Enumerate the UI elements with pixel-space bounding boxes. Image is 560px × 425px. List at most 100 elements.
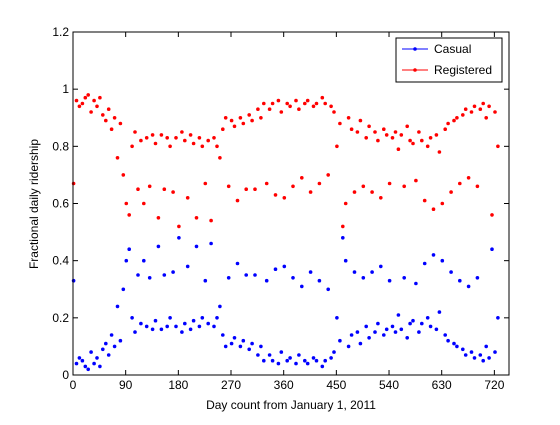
data-point-registered [89,110,93,114]
data-point-registered [95,104,99,109]
data-point-casual [267,353,272,357]
x-tick-label: 720 [484,378,504,392]
data-point-registered [279,110,284,114]
data-point-casual [323,358,328,363]
data-point-casual [300,284,304,289]
data-point-registered [112,116,117,120]
data-point-casual [455,344,459,349]
data-point-casual [89,350,93,354]
data-point-casual [147,276,152,280]
data-point-registered [264,181,269,186]
data-point-registered [259,116,263,120]
data-point-casual [279,350,284,354]
data-point-registered [223,116,228,120]
data-point-casual [449,270,453,274]
legend-label-registered: Registered [434,63,492,77]
data-point-registered [226,184,231,189]
data-point-casual [361,276,366,280]
data-point-registered [311,104,316,109]
data-point-casual [77,356,82,360]
data-point-casual [291,276,295,280]
x-tick-label: 540 [379,378,399,392]
data-point-registered [71,181,76,186]
data-point-registered [308,190,313,194]
data-point-casual [80,358,85,363]
data-point-casual [461,347,465,352]
data-point-casual [194,244,199,249]
data-point-registered [127,213,131,217]
data-point-casual [226,276,231,280]
data-point-registered [185,196,190,200]
data-point-casual [496,316,500,320]
data-point-casual [212,324,216,329]
data-point-casual [83,364,88,369]
data-point-registered [194,216,199,220]
data-point-registered [478,107,483,111]
data-point-registered [373,130,377,134]
data-point-registered [452,118,456,123]
data-point-casual [174,324,178,329]
data-point-casual [218,304,222,309]
data-point-casual [171,270,175,274]
data-point-registered [74,98,79,103]
data-point-registered [238,116,243,120]
data-point-registered [139,138,143,143]
data-point-casual [221,333,225,337]
data-point-casual [273,267,278,272]
data-point-registered [153,141,158,146]
data-point-casual [241,338,246,343]
data-point-registered [80,101,85,106]
data-point-casual [244,273,248,277]
data-point-casual [478,353,483,357]
data-point-registered [449,190,453,194]
data-point-casual [153,318,158,323]
data-point-casual [317,278,322,283]
data-point-registered [221,127,225,131]
data-point-casual [104,341,108,346]
data-point-registered [425,144,430,149]
data-point-registered [303,101,307,106]
y-tick-label: 0.2 [52,311,69,325]
data-point-registered [346,116,351,120]
data-point-casual [297,353,301,357]
data-point-casual [408,321,412,326]
data-point-casual [355,330,360,334]
data-point-casual [382,333,386,337]
data-point-registered [180,130,184,134]
y-tick-label: 0.4 [52,254,69,268]
data-point-registered [104,118,108,123]
data-point-registered [305,98,310,103]
y-tick-label: 0 [62,368,69,382]
data-point-casual [124,258,129,263]
data-point-casual [165,324,169,329]
data-point-casual [191,318,196,323]
data-point-casual [373,330,377,334]
data-point-registered [183,138,187,143]
data-point-casual [452,341,456,346]
data-point-registered [191,141,196,146]
data-point-registered [343,201,348,206]
data-point-registered [434,133,439,137]
data-point-casual [106,353,111,357]
data-point-casual [139,321,143,326]
data-point-registered [235,198,240,203]
data-point-casual [121,287,126,292]
x-tick-label: 450 [326,378,346,392]
data-point-registered [200,144,205,149]
data-point-registered [466,176,471,180]
data-point-registered [98,95,102,100]
data-point-casual [200,316,205,320]
data-point-registered [297,107,301,111]
data-point-casual [338,338,342,343]
data-point-casual [335,316,339,320]
data-point-casual [402,276,407,280]
data-point-casual [493,350,497,354]
data-point-registered [446,121,450,126]
data-point-registered [402,184,407,189]
data-point-registered [472,104,477,109]
y-tick-label: 1.2 [52,25,69,39]
data-point-casual [332,350,336,354]
data-point-casual [367,336,371,340]
data-point-casual [223,344,228,349]
data-point-casual [425,316,430,320]
